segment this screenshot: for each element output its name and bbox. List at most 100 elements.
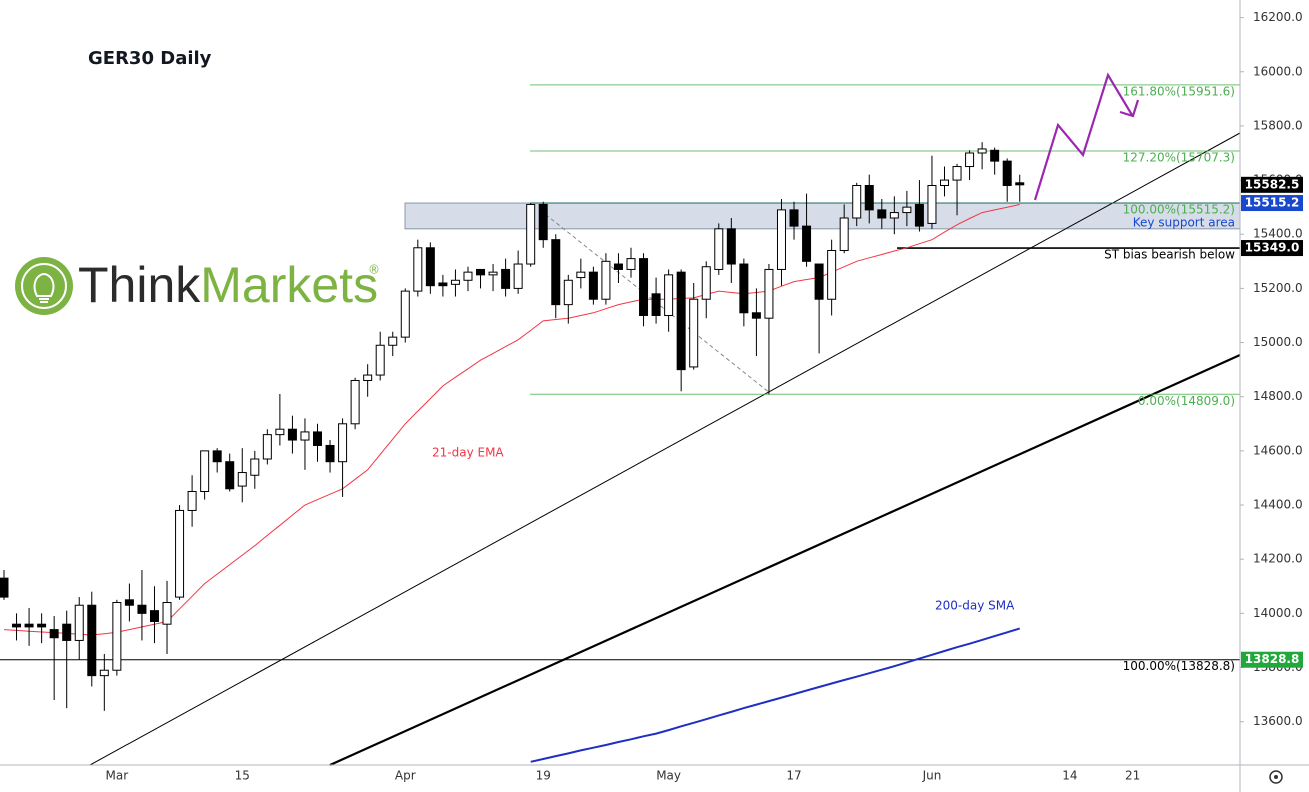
candle-body	[0, 577, 9, 598]
axis-layer: 13600.013800.014000.014200.014400.014600…	[106, 10, 1303, 783]
y-tick-label: 14600.0	[1253, 443, 1303, 457]
logo-green: Markets	[200, 257, 378, 313]
candle-body	[425, 247, 435, 287]
candle-body	[112, 602, 122, 671]
candle-body	[363, 374, 373, 381]
candle-body	[137, 604, 147, 614]
candle-body	[476, 268, 486, 276]
price-badge-label: 15349.0	[1245, 241, 1300, 255]
candle-body	[776, 209, 786, 270]
candle-body	[902, 206, 912, 214]
price-badge	[1241, 176, 1303, 193]
x-tick-label: 21	[1125, 769, 1140, 783]
candle-body	[563, 279, 573, 306]
candle-body	[889, 212, 899, 219]
candle-body	[37, 623, 47, 628]
price-badge-label: 15582.5	[1245, 177, 1300, 191]
level-label: 161.80%(15951.6)	[1123, 84, 1235, 98]
candle-body	[689, 298, 699, 368]
x-tick-label: May	[656, 769, 681, 783]
y-tick-label: 15400.0	[1253, 227, 1303, 241]
candle-body	[751, 312, 761, 319]
y-tick-label: 15800.0	[1253, 118, 1303, 132]
candle-body	[839, 217, 849, 251]
indicator-line	[530, 627, 1020, 763]
level-label: 0.00%(14809.0)	[1138, 394, 1235, 408]
candle-body	[676, 271, 686, 371]
y-tick-label: 13600.0	[1253, 714, 1303, 728]
candle-body	[588, 271, 598, 300]
candle-body	[74, 604, 84, 641]
trend-line-bold	[329, 353, 1241, 767]
indicator-line	[3, 204, 1020, 636]
line-label: 21-day EMA	[432, 446, 504, 460]
y-tick-label: 16000.0	[1253, 64, 1303, 78]
candle-body	[438, 282, 448, 287]
chart-title: GER30 Daily	[88, 48, 212, 69]
price-badge	[1241, 651, 1303, 668]
candle-body	[450, 279, 460, 285]
candle-body	[262, 434, 272, 460]
candle-body	[764, 268, 774, 319]
candle-body	[977, 148, 987, 154]
candle-body	[99, 669, 109, 677]
y-tick-label: 15200.0	[1253, 281, 1303, 295]
candle-body	[87, 604, 97, 677]
settings-gear-center[interactable]	[1274, 775, 1278, 779]
candle-body	[400, 290, 410, 338]
candle-body	[601, 260, 611, 300]
y-tick-label: 14800.0	[1253, 389, 1303, 403]
candle-body	[200, 450, 210, 492]
y-tick-label: 14000.0	[1253, 606, 1303, 620]
price-badge-label: 15515.2	[1245, 196, 1300, 210]
candle-body	[864, 184, 874, 211]
candle-body	[664, 274, 674, 316]
logo-icon-ring	[21, 263, 67, 309]
candle-body	[789, 209, 799, 227]
candle-body	[275, 428, 285, 436]
x-tick-label: 19	[536, 769, 551, 783]
price-badge	[1241, 195, 1303, 212]
candle-body	[501, 268, 511, 289]
candle-body	[62, 623, 72, 641]
x-tick-label: 15	[235, 769, 250, 783]
candle-body	[701, 266, 711, 300]
settings-gear[interactable]	[1269, 770, 1283, 784]
candle-body	[250, 458, 260, 476]
candle-body	[802, 225, 812, 262]
support-zone-label: Key support area	[1133, 215, 1235, 229]
candle-body	[990, 149, 1000, 162]
settings-icon[interactable]	[1269, 770, 1283, 784]
candle-body	[237, 472, 247, 487]
y-tick-label: 14400.0	[1253, 498, 1303, 512]
candle-body	[538, 203, 548, 241]
candle-body	[739, 263, 749, 314]
candle-body	[852, 184, 862, 219]
level-label: 100.00%(15515.2)	[1123, 203, 1235, 217]
candle-body	[526, 203, 536, 265]
candle-body	[350, 379, 360, 425]
candle-body	[952, 166, 962, 181]
candle-body	[287, 428, 297, 441]
candle-body	[313, 431, 322, 446]
candle-body	[940, 179, 949, 186]
candle-body	[149, 610, 159, 622]
candle-body	[24, 623, 34, 628]
y-tick-label: 16200.0	[1253, 10, 1303, 24]
candle-body	[626, 258, 636, 270]
candle-body	[325, 444, 335, 463]
candle-body	[338, 423, 348, 463]
candle-body	[714, 228, 724, 270]
candle-body	[175, 509, 185, 598]
x-tick-label: Jun	[922, 769, 942, 783]
candle-body	[827, 249, 837, 300]
candle-body	[162, 602, 172, 625]
candle-body	[877, 209, 887, 219]
main-layer: Key support area 161.80%(15951.6) 127.20%(…	[0, 84, 1240, 763]
logo-icon	[15, 257, 73, 315]
projection-arrowhead	[1119, 99, 1140, 118]
level-label: 100.00%(13828.8)	[1123, 659, 1235, 673]
price-badge	[1241, 240, 1303, 257]
y-tick-label: 14200.0	[1253, 552, 1303, 566]
